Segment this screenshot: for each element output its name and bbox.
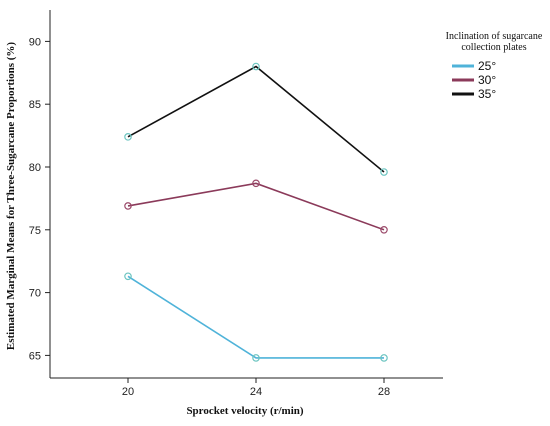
legend-label: 25° [478, 59, 496, 73]
data-point [124, 202, 132, 210]
x-tick-label: 20 [122, 386, 134, 398]
x-ticks: 20 24 28 [122, 378, 390, 398]
legend: Inclination of sugarcane collection plat… [446, 31, 543, 101]
y-tick-label: 70 [29, 288, 41, 300]
data-point [124, 272, 132, 281]
series-line [127, 275, 384, 359]
data-point [124, 133, 132, 141]
data-point [252, 62, 260, 71]
y-tick-label: 90 [29, 36, 41, 48]
data-point [380, 168, 388, 176]
y-ticks: 65 70 75 80 85 90 [29, 36, 50, 362]
y-tick-label: 80 [29, 162, 41, 174]
plot-area: 65 70 75 80 85 90 20 24 28 [29, 10, 443, 398]
y-tick-label: 75 [29, 225, 41, 237]
series-0 [124, 272, 388, 362]
legend-label: 30° [478, 73, 496, 87]
data-point [252, 179, 260, 188]
series-group [124, 62, 388, 362]
series-line [127, 182, 385, 231]
series-2 [124, 62, 388, 176]
data-point [252, 354, 260, 362]
x-tick-label: 28 [378, 386, 390, 398]
y-tick-label: 65 [29, 350, 41, 362]
y-axis-title: Estimated Marginal Means for Three-Sugar… [5, 42, 17, 351]
x-tick-label: 24 [250, 386, 262, 398]
data-point [380, 354, 388, 362]
legend-label: 35° [478, 87, 496, 101]
data-point [380, 225, 388, 234]
legend-title-line2: collection plates [461, 42, 526, 53]
legend-title-line1: Inclination of sugarcane [446, 31, 543, 42]
legend-items: 25°30°35° [452, 59, 496, 101]
y-tick-label: 85 [29, 99, 41, 111]
x-axis-title: Sprocket velocity (r/min) [186, 405, 303, 417]
series-1 [124, 179, 388, 234]
series-line [127, 65, 385, 173]
